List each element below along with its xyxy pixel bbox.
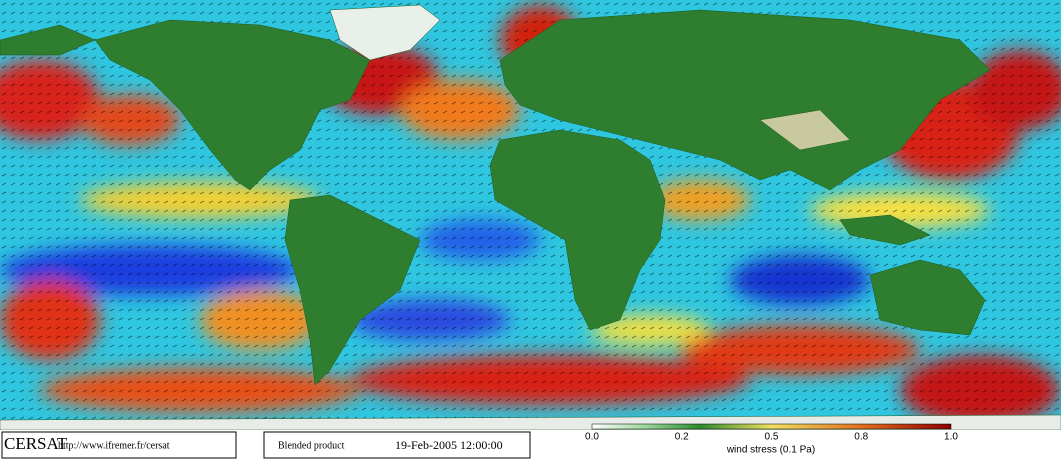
product: Blended product [278,440,345,451]
date: 19-Feb-2005 12:00:00 [395,438,503,452]
url: http://www.ifremer.fr/cersat [58,440,170,451]
product-box [263,431,531,459]
logo-box [1,431,237,459]
colorbar-tick-label: 0.5 [765,432,779,443]
colorbar-tick-label: 1.0 [944,432,958,443]
colorbar [591,423,952,430]
colorbar-tick-label: 0.0 [585,432,599,443]
colorbar-label: wind stress (0.1 Pa) [726,445,815,456]
logo: CERSAT [4,434,68,453]
colorbar-tick-label: 0.8 [854,432,868,443]
colorbar-tick-label: 0.2 [675,432,689,443]
continents [0,4,1061,431]
